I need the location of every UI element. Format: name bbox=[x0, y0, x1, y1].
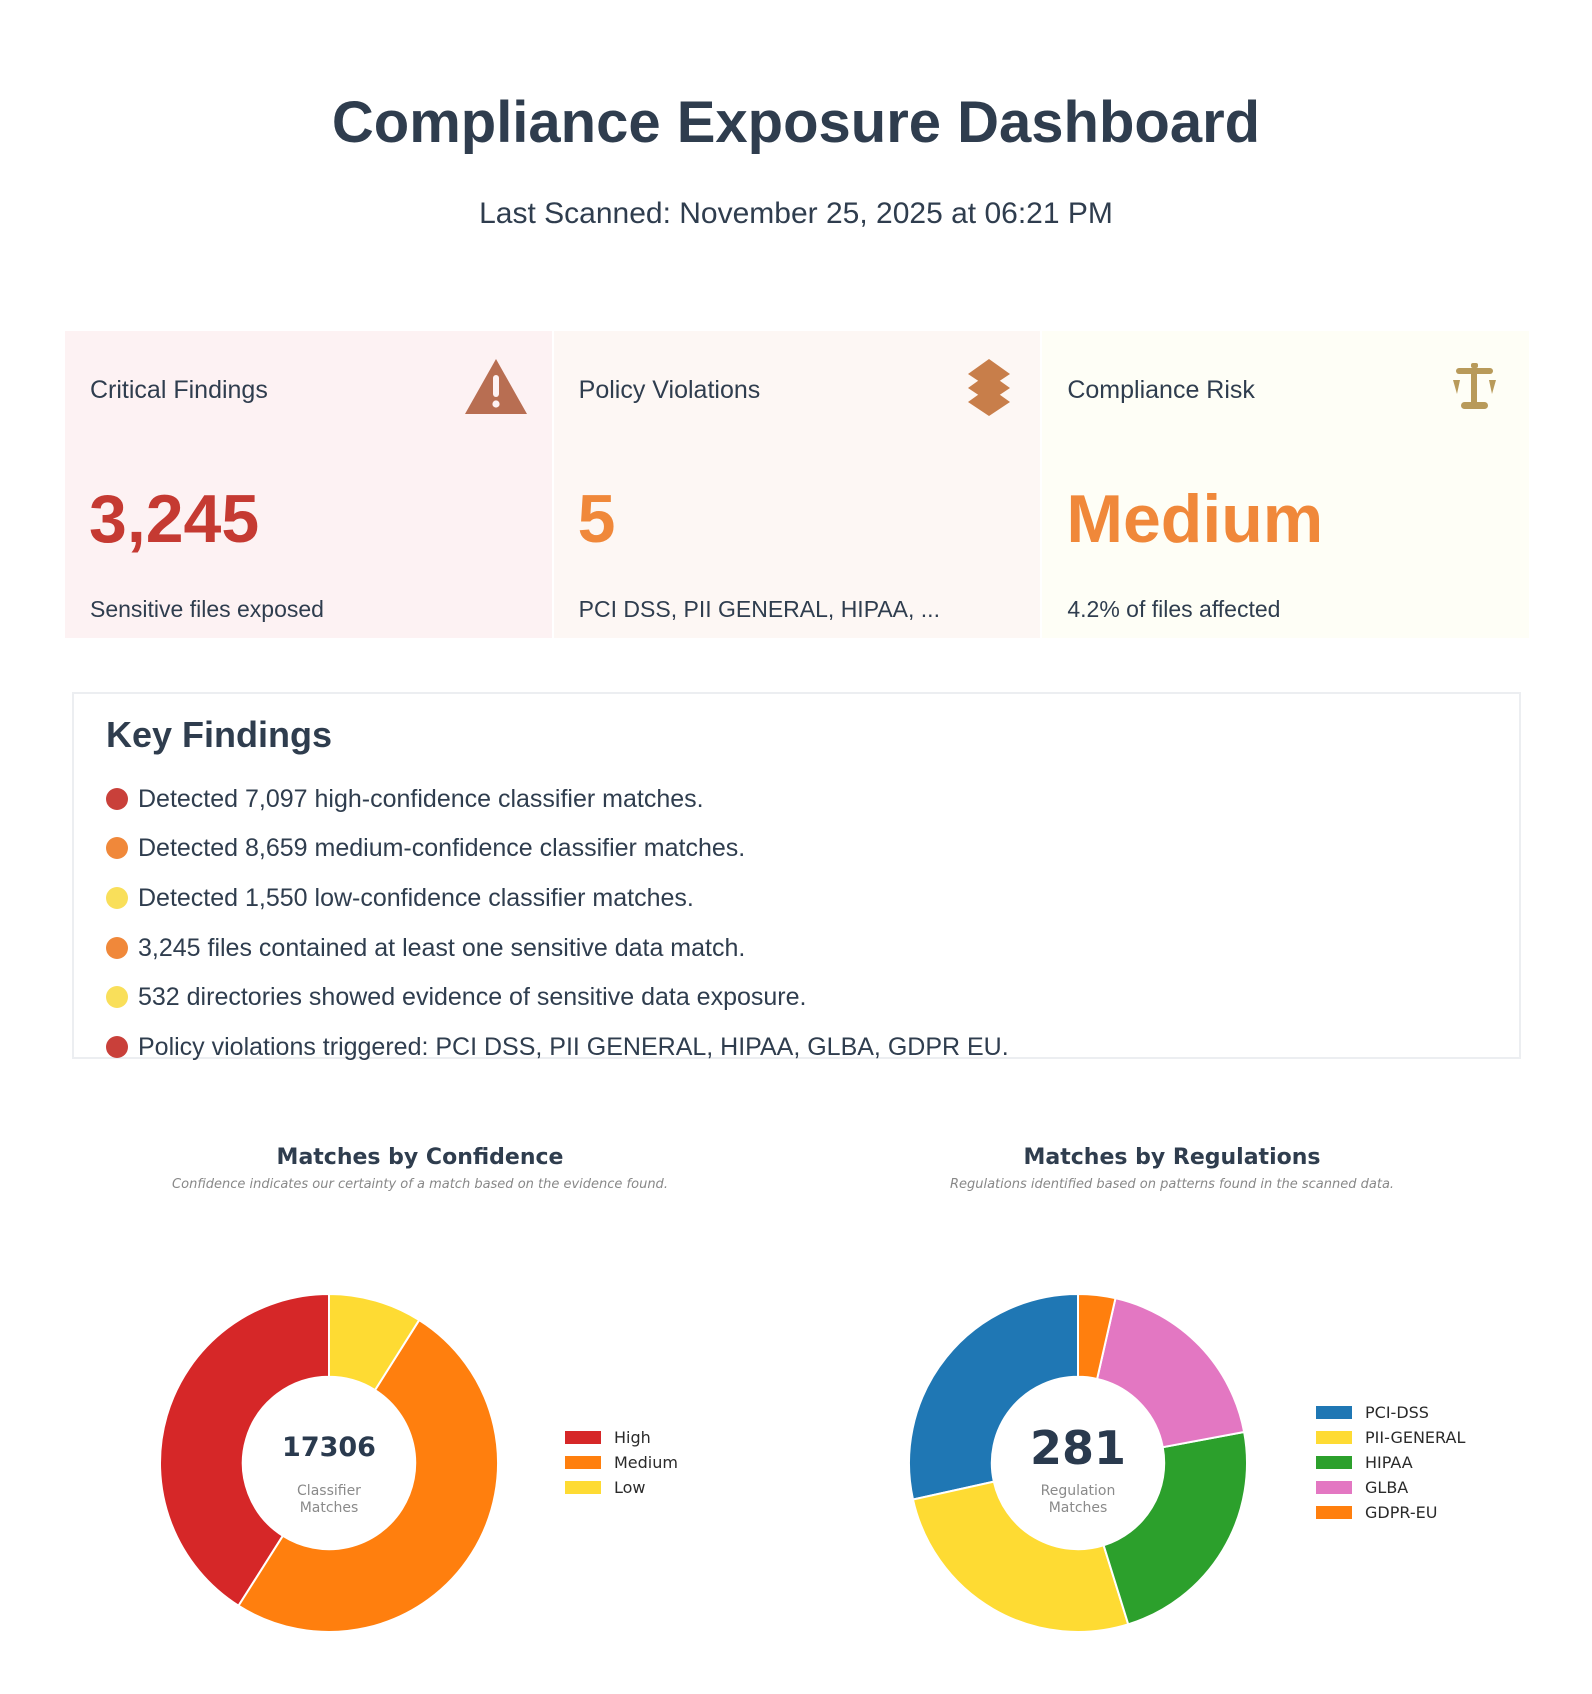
legend-label: HIPAA bbox=[1365, 1453, 1413, 1472]
legend-swatch bbox=[1316, 1506, 1352, 1519]
card-subtitle: PCI DSS, PII GENERAL, HIPAA, ... bbox=[578, 596, 940, 622]
legend-item-pii-general[interactable]: PII-GENERAL bbox=[1316, 1425, 1465, 1450]
finding-text: Detected 8,659 medium-confidence classif… bbox=[138, 834, 746, 863]
legend-item-hipaa[interactable]: HIPAA bbox=[1316, 1450, 1465, 1475]
summary-cards: Critical Findings 3,245 Sensitive files … bbox=[65, 331, 1530, 638]
confidence-chart-subtitle: Confidence indicates our certainty of a … bbox=[172, 1177, 668, 1192]
legend-swatch bbox=[1316, 1456, 1352, 1469]
legend-label: PCI-DSS bbox=[1365, 1403, 1429, 1422]
card-title: Compliance Risk bbox=[1067, 376, 1255, 404]
confidence-legend: High Medium Low bbox=[565, 1425, 678, 1500]
regulations-total: 281 bbox=[1029, 1421, 1127, 1475]
confidence-center-label: Classifier Matches bbox=[239, 1483, 419, 1517]
confidence-chart-title: Matches by Confidence bbox=[276, 1145, 564, 1170]
key-findings-list: Detected 7,097 high-confidence classifie… bbox=[106, 774, 1009, 1072]
donut-slice-low[interactable] bbox=[328, 1292, 421, 1392]
finding-text: Detected 1,550 low-confidence classifier… bbox=[138, 883, 694, 912]
card-title: Policy Violations bbox=[578, 376, 761, 404]
severity-dot-icon bbox=[106, 787, 128, 810]
key-findings-panel: Key Findings Detected 7,097 high-confide… bbox=[72, 692, 1521, 1061]
center-label-line: Matches bbox=[1048, 1500, 1108, 1516]
center-label-line: Matches bbox=[299, 1500, 359, 1516]
finding-text: Policy violations triggered: PCI DSS, PI… bbox=[138, 1032, 1009, 1061]
card-title: Critical Findings bbox=[90, 376, 268, 404]
regulations-center-label: Regulation Matches bbox=[988, 1483, 1168, 1517]
legend-swatch bbox=[565, 1481, 601, 1494]
donut-slice-medium[interactable] bbox=[237, 1318, 500, 1634]
center-label-line: Classifier bbox=[297, 1483, 361, 1499]
card-value: 3,245 bbox=[89, 481, 260, 557]
finding-item: Policy violations triggered: PCI DSS, PI… bbox=[106, 1022, 1009, 1072]
page-title: Compliance Exposure Dashboard bbox=[331, 90, 1261, 155]
legend-label: GDPR-EU bbox=[1365, 1503, 1438, 1522]
finding-item: 3,245 files contained at least one sensi… bbox=[106, 923, 1009, 973]
donut-slice-pci-dss[interactable] bbox=[908, 1292, 1079, 1501]
severity-dot-icon bbox=[106, 837, 128, 860]
legend-item-gdpr-eu[interactable]: GDPR-EU bbox=[1316, 1500, 1465, 1525]
donut-slice-gdpr-eu[interactable] bbox=[1077, 1292, 1117, 1381]
finding-text: 532 directories showed evidence of sensi… bbox=[138, 983, 807, 1012]
donut-slice-pii-general[interactable] bbox=[911, 1480, 1130, 1633]
confidence-total: 17306 bbox=[282, 1432, 376, 1463]
legend-item-pci-dss[interactable]: PCI-DSS bbox=[1316, 1400, 1465, 1425]
donut-slice-glba[interactable] bbox=[1095, 1297, 1246, 1449]
legend-item-medium[interactable]: Medium bbox=[565, 1450, 678, 1475]
card-value: 5 bbox=[577, 481, 616, 557]
center-label-line: Regulation bbox=[1040, 1483, 1116, 1499]
donut-slice-hipaa[interactable] bbox=[1102, 1430, 1248, 1626]
scale-icon bbox=[1441, 357, 1505, 417]
legend-item-low[interactable]: Low bbox=[565, 1475, 678, 1500]
regulations-legend: PCI-DSS PII-GENERAL HIPAA GLBA GDPR-EU bbox=[1316, 1400, 1465, 1525]
layers-icon bbox=[952, 357, 1016, 417]
legend-swatch bbox=[1316, 1481, 1352, 1494]
confidence-donut bbox=[159, 1292, 500, 1634]
finding-item: 532 directories showed evidence of sensi… bbox=[106, 972, 1009, 1022]
legend-label: PII-GENERAL bbox=[1365, 1428, 1466, 1447]
severity-dot-icon bbox=[106, 886, 128, 909]
legend-swatch bbox=[565, 1456, 601, 1469]
legend-item-high[interactable]: High bbox=[565, 1425, 678, 1450]
card-policy-violations: Policy Violations 5 PCI DSS, PII GENERAL… bbox=[553, 331, 1041, 638]
legend-label: GLBA bbox=[1365, 1478, 1409, 1497]
regulations-chart-subtitle: Regulations identified based on patterns… bbox=[949, 1177, 1395, 1192]
finding-text: Detected 7,097 high-confidence classifie… bbox=[138, 784, 704, 813]
card-subtitle: 4.2% of files affected bbox=[1067, 596, 1281, 622]
card-compliance-risk: Compliance Risk Medium 4.2% of files aff… bbox=[1042, 331, 1530, 638]
finding-item: Detected 8,659 medium-confidence classif… bbox=[106, 824, 1009, 874]
donut-slice-high[interactable] bbox=[159, 1292, 330, 1608]
warning-triangle-icon bbox=[464, 357, 528, 417]
finding-item: Detected 1,550 low-confidence classifier… bbox=[106, 873, 1009, 923]
legend-swatch bbox=[565, 1431, 601, 1444]
last-scanned-timestamp: Last Scanned: November 25, 2025 at 06:21… bbox=[479, 197, 1113, 230]
regulations-donut bbox=[908, 1292, 1248, 1633]
card-value: Medium bbox=[1066, 481, 1324, 557]
regulations-chart-title: Matches by Regulations bbox=[1023, 1145, 1321, 1170]
finding-text: 3,245 files contained at least one sensi… bbox=[138, 933, 746, 962]
card-subtitle: Sensitive files exposed bbox=[90, 596, 324, 622]
legend-label: High bbox=[614, 1428, 651, 1447]
card-critical-findings: Critical Findings 3,245 Sensitive files … bbox=[65, 331, 552, 638]
severity-dot-icon bbox=[106, 986, 128, 1009]
legend-item-glba[interactable]: GLBA bbox=[1316, 1475, 1465, 1500]
legend-swatch bbox=[1316, 1406, 1352, 1419]
severity-dot-icon bbox=[106, 1035, 128, 1058]
legend-label: Low bbox=[614, 1478, 646, 1497]
legend-swatch bbox=[1316, 1431, 1352, 1444]
severity-dot-icon bbox=[106, 936, 128, 959]
key-findings-title: Key Findings bbox=[106, 714, 333, 755]
legend-label: Medium bbox=[614, 1453, 678, 1472]
finding-item: Detected 7,097 high-confidence classifie… bbox=[106, 774, 1009, 824]
